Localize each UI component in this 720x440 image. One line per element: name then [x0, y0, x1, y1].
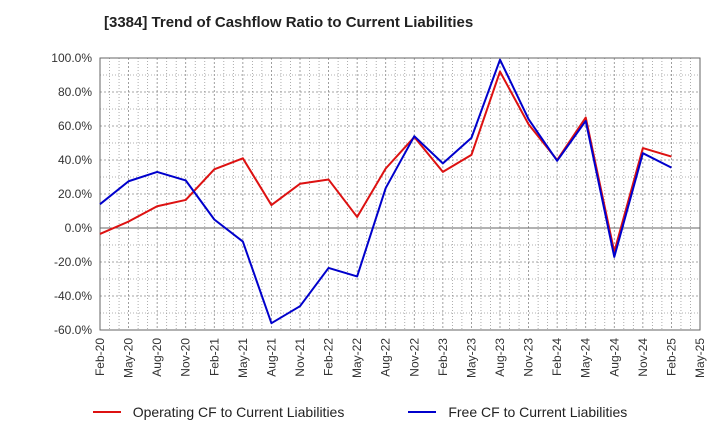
x-tick-label: May-22 — [350, 338, 364, 378]
series-line-free-cf — [99, 58, 672, 325]
legend: Operating CF to Current Liabilities Free… — [0, 404, 720, 420]
x-tick-label: May-20 — [122, 338, 136, 378]
y-tick-label: 40.0% — [58, 153, 92, 167]
y-tick-label: -40.0% — [54, 289, 92, 303]
x-tick-label: May-21 — [236, 338, 250, 378]
x-tick-label: Feb-24 — [550, 338, 564, 376]
y-tick-label: -20.0% — [54, 255, 92, 269]
x-tick-label: Feb-23 — [436, 338, 450, 376]
x-tick-label: Feb-20 — [93, 338, 107, 376]
x-tick-label: Nov-22 — [407, 338, 421, 377]
y-tick-label: 80.0% — [58, 85, 92, 99]
x-tick-label: Feb-21 — [207, 338, 221, 376]
series-line-operating-cf — [99, 70, 672, 253]
y-tick-label: 20.0% — [58, 187, 92, 201]
x-tick-label: Aug-23 — [493, 338, 507, 377]
chart-title: [3384] Trend of Cashflow Ratio to Curren… — [104, 14, 474, 31]
x-tick-label: Feb-25 — [664, 338, 678, 376]
y-tick-label: 100.0% — [51, 51, 92, 65]
legend-swatch-operating-cf — [92, 411, 121, 413]
legend-label-operating-cf: Operating CF to Current Liabilities — [132, 404, 345, 420]
legend-item-free-cf: Free CF to Current Liabilities — [408, 404, 627, 420]
x-tick-label: May-24 — [579, 338, 593, 378]
legend-label-free-cf: Free CF to Current Liabilities — [448, 404, 628, 420]
x-tick-label: Feb-22 — [322, 338, 336, 376]
x-tick-label: Nov-20 — [179, 338, 193, 377]
legend-item-operating-cf: Operating CF to Current Liabilities — [92, 404, 345, 420]
x-tick-label: Aug-21 — [264, 338, 278, 377]
x-tick-label: Aug-24 — [607, 338, 621, 377]
y-tick-label: 0.0% — [65, 221, 93, 235]
x-tick-label: May-25 — [693, 338, 707, 378]
x-tick-label: Nov-21 — [293, 338, 307, 377]
x-tick-label: Aug-22 — [379, 338, 393, 377]
x-tick-label: Nov-24 — [636, 338, 650, 377]
chart-svg: 100.0% 80.0% 60.0% 40.0% 20.0% 0.0% -20.0% -40.… — [51, 51, 707, 378]
legend-swatch-free-cf — [408, 411, 437, 413]
x-tick-label: May-23 — [464, 338, 478, 378]
plot-frame — [99, 57, 701, 331]
y-tick-label: 60.0% — [58, 119, 92, 133]
x-tick-label: Aug-20 — [150, 338, 164, 377]
y-tick-label: -60.0% — [54, 323, 92, 337]
x-tick-label: Nov-23 — [522, 338, 536, 377]
